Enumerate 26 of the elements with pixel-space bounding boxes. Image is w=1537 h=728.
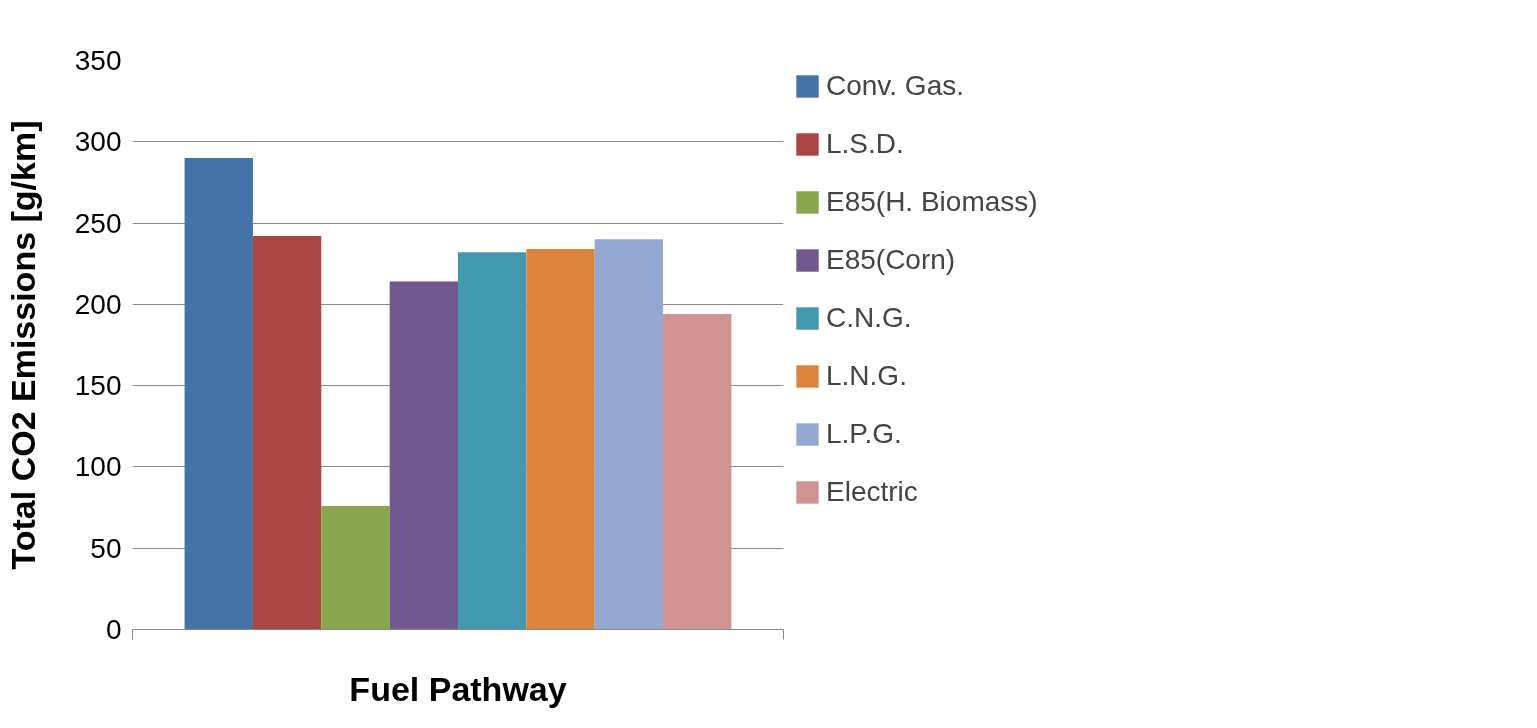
legend-label: Conv. Gas. [826,70,964,102]
bar [458,252,527,630]
y-tick-label: 300 [74,126,122,158]
bar [594,239,664,630]
y-tick-label: 350 [74,45,122,76]
y-tick-label: 0 [105,614,122,645]
y-tick-label: 250 [74,207,122,239]
bar [526,249,595,630]
bar [663,314,732,630]
bar [184,158,253,630]
legend-label: Electric [826,476,918,508]
legend-label: C.N.G. [826,302,912,334]
bar [252,236,322,630]
legend-label: E85(H. Biomass) [826,186,1038,218]
legend-label: E85(Corn) [826,244,956,276]
legend-label: L.N.G. [826,360,907,392]
bar [389,281,458,630]
y-axis-title: Total CO2 Emissions [g/km] [3,120,42,570]
y-tick-label: 200 [74,288,122,320]
y-tick-label: 150 [74,370,122,402]
y-tick-label: 100 [74,451,122,483]
y-tick-label: 50 [90,532,122,564]
legend-label: L.P.G. [826,418,902,450]
legend-label: L.S.D. [826,128,904,160]
bar [321,505,390,630]
x-axis-title: Fuel Pathway [349,669,567,708]
